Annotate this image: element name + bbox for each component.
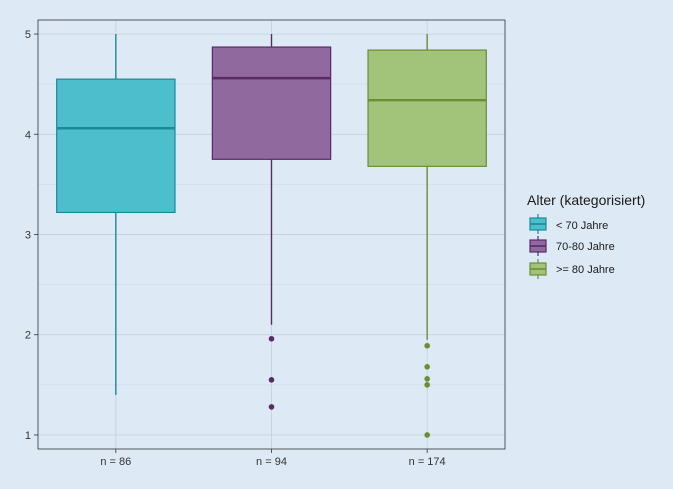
y-tick-label: 5 — [25, 29, 31, 41]
outlier-point — [268, 404, 275, 410]
box-group — [367, 34, 487, 438]
box — [56, 78, 176, 214]
outlier-point — [424, 342, 430, 349]
outlier-point — [424, 432, 430, 438]
outlier-point — [424, 364, 430, 370]
legend-label-3: >= 80 Jahre — [556, 264, 615, 276]
legend-keys — [529, 214, 547, 279]
y-tick-label: 2 — [25, 330, 31, 342]
outlier-point — [424, 382, 430, 388]
box-group — [56, 34, 176, 395]
legend-title: Alter (kategorisiert) — [527, 192, 645, 208]
x-tick-label: n = 174 — [409, 456, 446, 468]
axes: 1 2 3 4 5 n = 86 n = 94 n = 174 — [25, 29, 446, 468]
x-tick-label: n = 86 — [100, 456, 131, 468]
legend-key — [529, 236, 547, 256]
legend: Alter (kategorisiert) < 70 Jahre 70-80 J… — [527, 192, 645, 279]
y-tick-label: 1 — [25, 430, 31, 442]
boxes — [56, 34, 487, 438]
box — [367, 49, 487, 167]
outlier-point — [424, 376, 430, 382]
box — [211, 46, 332, 160]
legend-key — [529, 259, 547, 279]
legend-key — [529, 214, 547, 234]
outlier-point — [268, 335, 275, 342]
outlier-point — [268, 377, 275, 383]
legend-label-2: 70-80 Jahre — [556, 241, 615, 253]
x-tick-label: n = 94 — [256, 456, 287, 468]
y-tick-label: 3 — [25, 230, 31, 242]
box-group — [211, 34, 332, 410]
legend-label-1: < 70 Jahre — [556, 220, 608, 232]
y-tick-label: 4 — [25, 129, 31, 141]
